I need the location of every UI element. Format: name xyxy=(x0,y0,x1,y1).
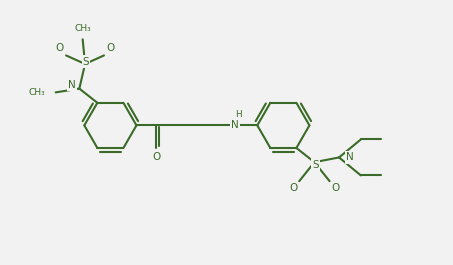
Text: N: N xyxy=(346,152,353,162)
Text: N: N xyxy=(68,80,76,90)
Text: S: S xyxy=(312,160,318,170)
Text: CH₃: CH₃ xyxy=(28,88,45,97)
Text: S: S xyxy=(82,57,89,67)
Text: O: O xyxy=(152,152,160,162)
Text: O: O xyxy=(106,43,115,53)
Text: O: O xyxy=(55,43,63,53)
Text: CH₃: CH₃ xyxy=(74,24,91,33)
Text: O: O xyxy=(289,183,298,193)
Text: O: O xyxy=(331,183,339,193)
Text: H: H xyxy=(235,111,241,120)
Text: N: N xyxy=(231,120,238,130)
